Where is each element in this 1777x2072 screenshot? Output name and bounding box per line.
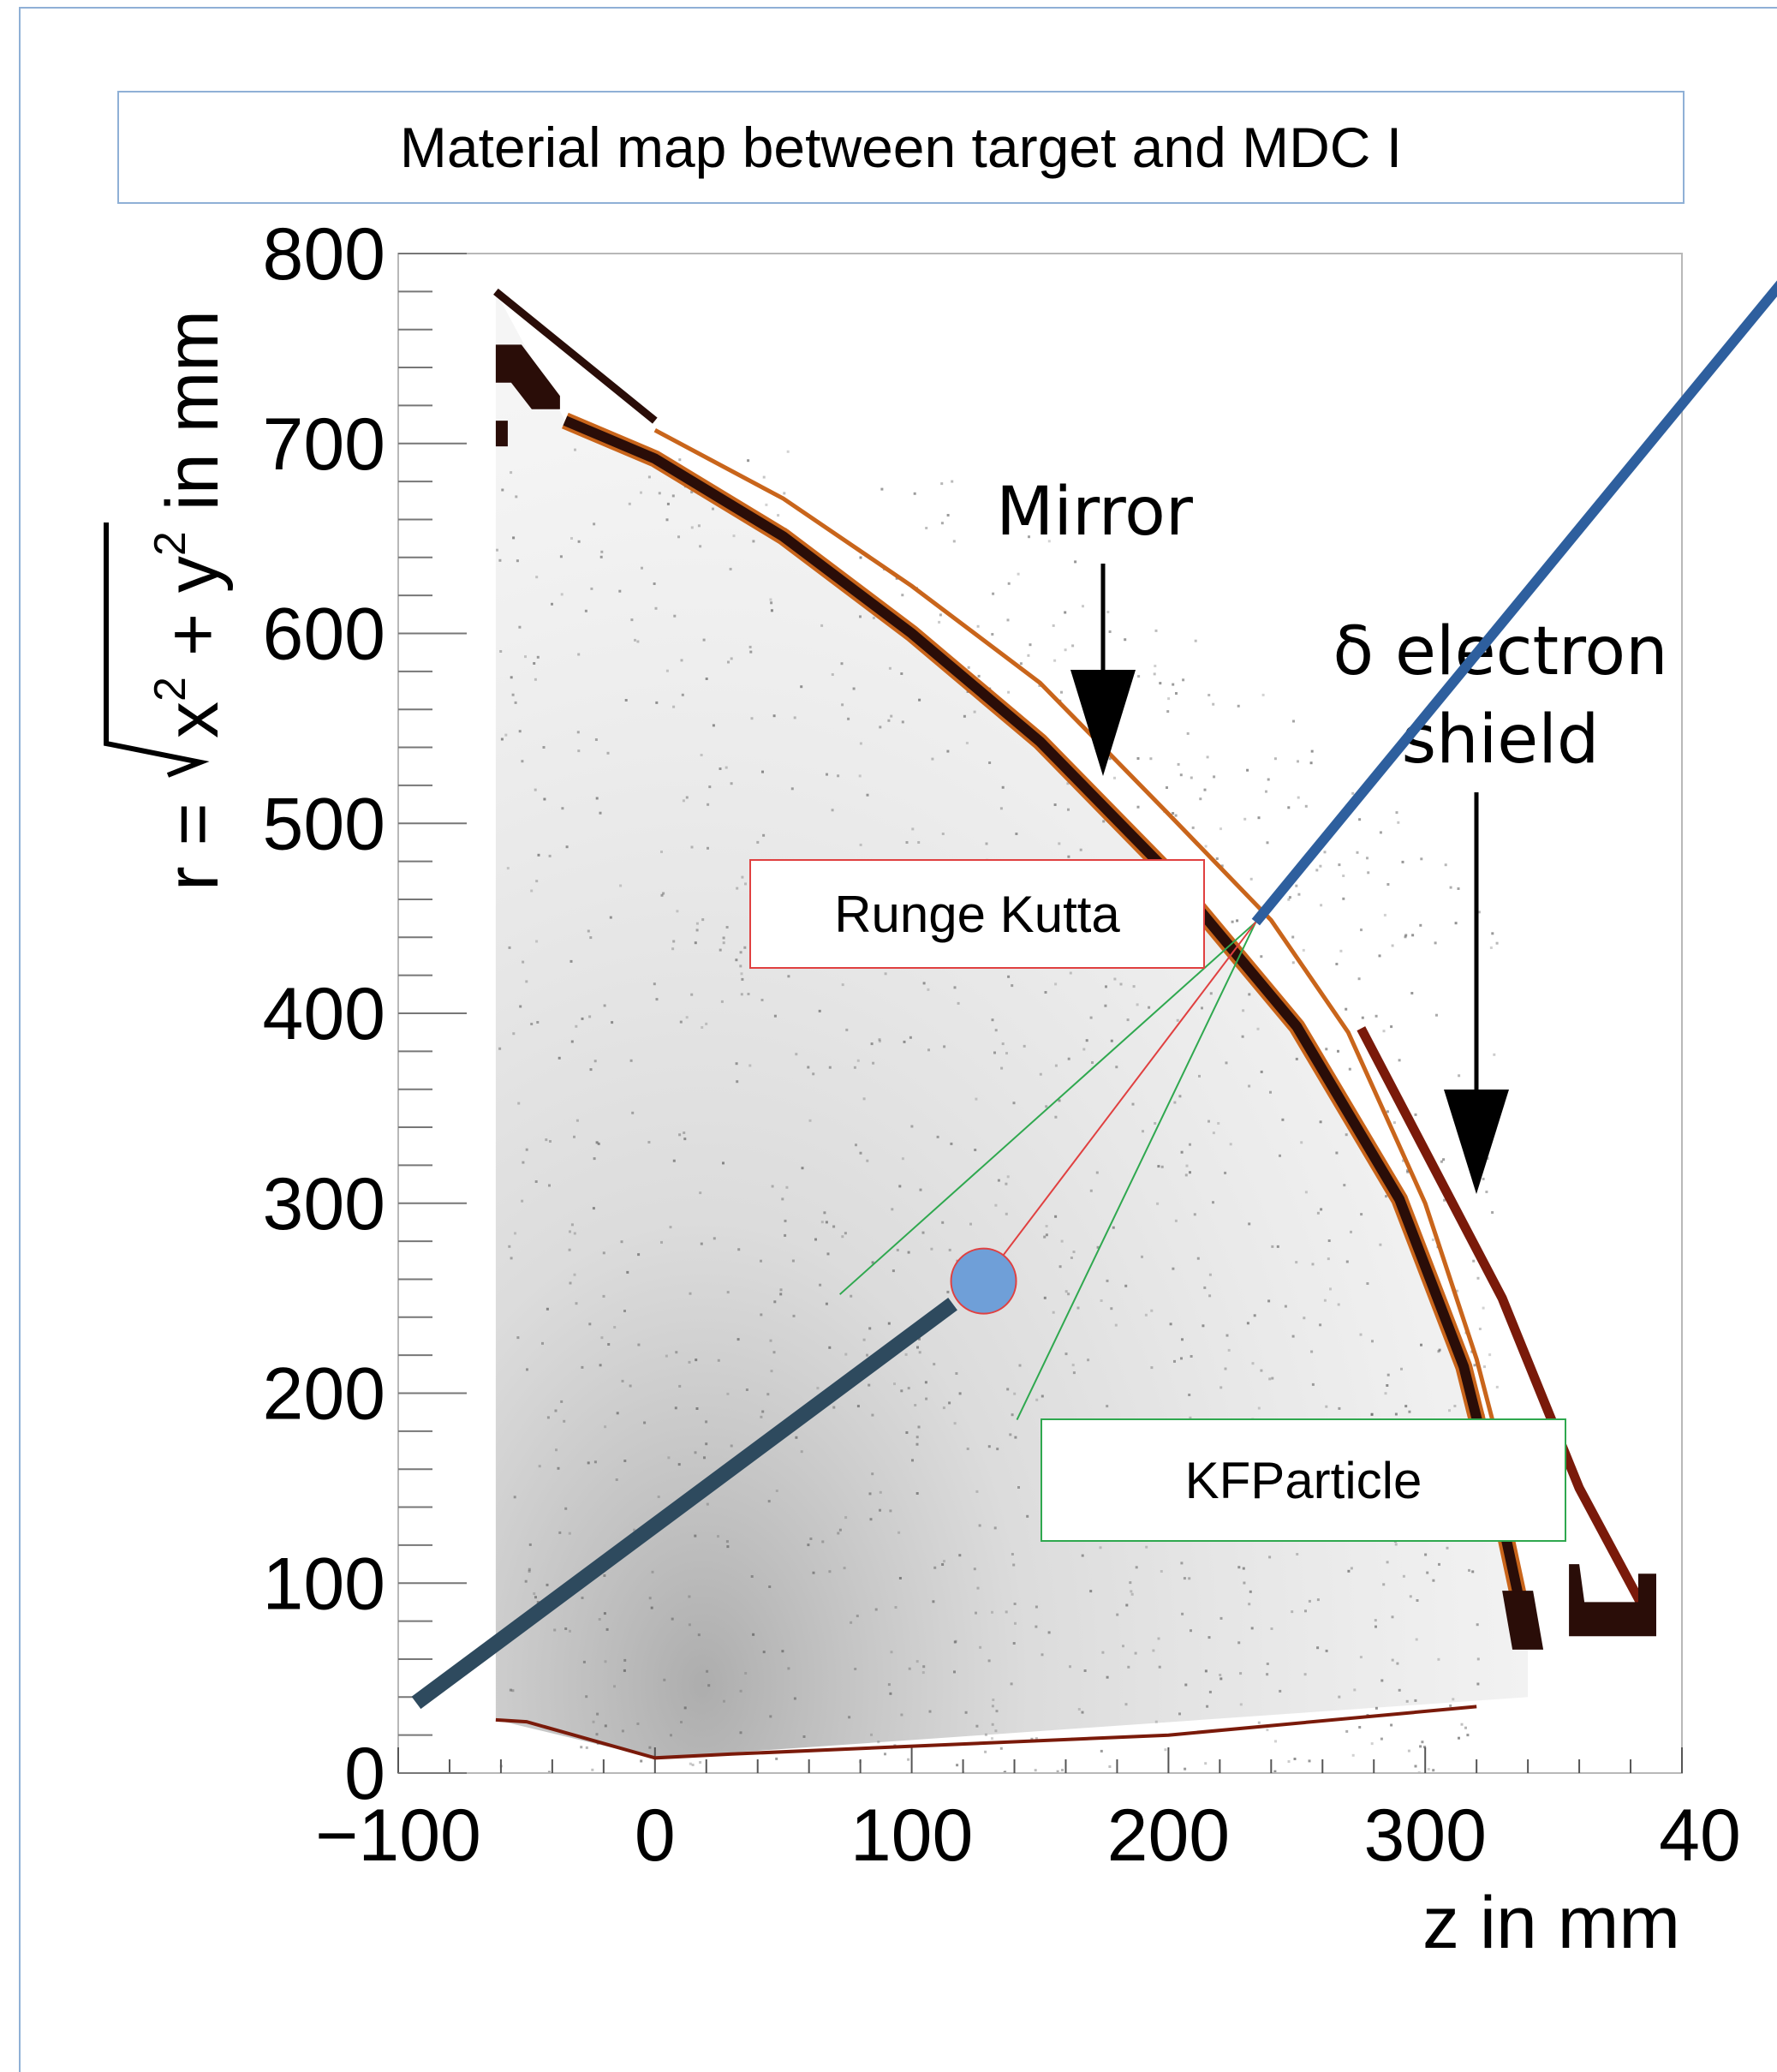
x-tick-label: 300	[1363, 1794, 1487, 1877]
delta-electron-shield	[1357, 1026, 1648, 1610]
mirror-arrow-head	[1070, 670, 1136, 776]
x-tick-label: 200	[1107, 1794, 1231, 1877]
x-tick-label: 0	[635, 1794, 676, 1877]
x-tick-label: 100	[850, 1794, 974, 1877]
x-tick-label: −100	[315, 1794, 481, 1877]
y-tick-label: 500	[263, 783, 386, 865]
sqrt-sign	[104, 522, 210, 778]
runge-kutta-label: Runge Kutta	[749, 859, 1205, 969]
x-tick-label: 40	[1659, 1794, 1741, 1877]
kf-cone-left	[838, 921, 1256, 1295]
shield-annotation: δ electron shield	[1333, 613, 1668, 1194]
occupancy-speckle	[496, 448, 1499, 1773]
shield-label-line2: shield	[1402, 702, 1600, 779]
mirror-annotation: Mirror	[996, 474, 1194, 776]
shield-arrow-head	[1444, 1090, 1509, 1194]
chart-title: Material map between target and MDC I	[399, 116, 1403, 179]
mirror-outer-arc	[653, 427, 1518, 1508]
mirror-label: Mirror	[996, 474, 1194, 551]
y-tick-label: 200	[263, 1353, 386, 1436]
kf-cone-right	[1016, 922, 1257, 1420]
axis-ticks	[397, 253, 1683, 1774]
mirror-mount-bottom	[1502, 1591, 1544, 1650]
y-axis-label-prefix: r =	[152, 803, 234, 891]
y-tick-label: 600	[263, 594, 386, 676]
title-box: Material map between target and MDC I	[117, 91, 1685, 204]
y-tick-label: 400	[263, 973, 386, 1055]
runge-kutta-line	[982, 921, 1257, 1282]
svg-text:x2 + y2 in mm: x2 + y2 in mm	[146, 310, 234, 738]
decay-vertex-point	[950, 1247, 1017, 1315]
occupancy-region	[495, 291, 1529, 1759]
y-tick-label: 300	[263, 1163, 386, 1245]
x-axis-label: z in mm	[1422, 1882, 1680, 1964]
y-axis-label: r = x2 + y2 in mm	[104, 310, 234, 891]
kfparticle-label: KFParticle	[1041, 1418, 1566, 1542]
mirror-mount-top-foot	[495, 421, 508, 447]
shield-mount-bottom	[1569, 1564, 1656, 1637]
shield-top-bar	[493, 288, 658, 424]
mirror-mount-top	[495, 344, 560, 409]
incoming-track	[411, 1298, 957, 1710]
y-tick-label: 700	[263, 403, 386, 486]
svg-text:r =: r =	[152, 803, 234, 891]
tick-labels: −100 0 100 200 300 40010020030040050060070080…	[263, 213, 1741, 1877]
y-tick-label: 0	[344, 1733, 385, 1815]
target-cone	[495, 1705, 1477, 1760]
y-tick-label: 800	[263, 213, 386, 296]
slide-frame	[19, 7, 1777, 2072]
outgoing-track	[1251, 280, 1777, 926]
track-overlay	[411, 280, 1777, 1710]
y-tick-label: 100	[263, 1543, 386, 1625]
